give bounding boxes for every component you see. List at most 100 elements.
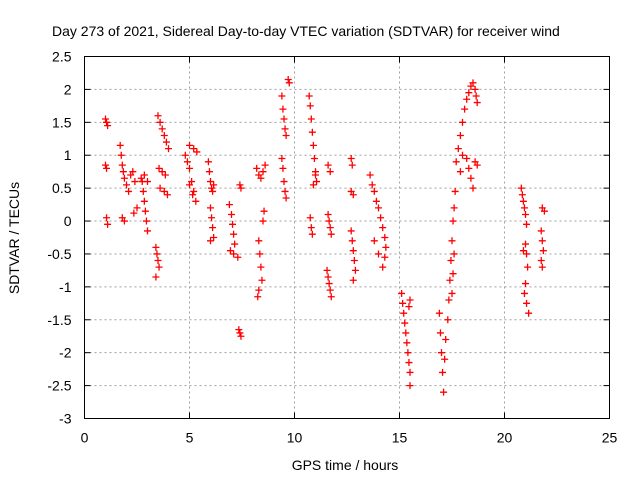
data-point	[538, 263, 546, 271]
data-point	[522, 210, 529, 218]
data-point	[519, 197, 527, 205]
data-point	[523, 299, 531, 307]
data-point	[125, 187, 133, 195]
data-point	[525, 309, 533, 317]
data-point	[119, 168, 127, 176]
plot-frame	[84, 56, 610, 419]
data-point	[281, 125, 289, 133]
data-point	[444, 316, 452, 324]
data-point	[140, 197, 148, 205]
y-tick-label: 2	[64, 81, 72, 97]
data-point	[123, 181, 130, 189]
data-point	[192, 197, 200, 205]
data-point	[537, 257, 545, 265]
data-point	[439, 368, 447, 376]
x-tick-label: 25	[602, 430, 618, 446]
data-point	[209, 224, 217, 232]
data-point	[368, 181, 376, 189]
data-point	[230, 230, 238, 238]
data-point	[255, 286, 263, 294]
data-point	[154, 112, 162, 120]
data-point	[537, 227, 545, 235]
data-point	[442, 336, 450, 344]
x-tick-label: 10	[287, 430, 303, 446]
data-point	[454, 145, 462, 153]
data-point	[381, 253, 389, 261]
y-tick-label: 2.5	[52, 49, 72, 65]
data-point	[210, 234, 218, 241]
y-tick-label: 1.5	[52, 114, 72, 130]
data-point	[326, 224, 334, 232]
data-point	[379, 224, 387, 232]
data-point	[467, 174, 475, 182]
data-point	[102, 161, 109, 169]
data-point	[282, 194, 290, 202]
data-point	[260, 207, 268, 215]
data-point	[446, 276, 454, 284]
data-point	[236, 329, 244, 337]
data-point	[254, 293, 262, 301]
data-point	[144, 227, 151, 235]
data-point	[279, 164, 287, 172]
grid-lines	[84, 56, 610, 419]
data-point	[236, 181, 244, 189]
x-tick-label: 20	[497, 430, 513, 446]
data-point	[152, 273, 160, 281]
data-point	[309, 141, 317, 149]
data-point	[448, 237, 456, 245]
data-point	[523, 250, 531, 258]
data-point	[473, 161, 481, 169]
data-point	[230, 250, 238, 258]
data-point	[280, 178, 288, 186]
data-point	[449, 217, 457, 225]
data-point	[438, 349, 445, 357]
data-point	[325, 280, 333, 288]
data-point	[116, 141, 124, 149]
data-point	[278, 92, 286, 100]
data-point	[229, 220, 237, 228]
data-point	[231, 240, 239, 248]
data-point	[351, 266, 359, 274]
data-point	[459, 151, 466, 159]
data-point	[402, 329, 410, 337]
data-point	[161, 171, 169, 179]
data-point	[463, 95, 471, 103]
data-point	[144, 178, 151, 186]
data-point	[399, 299, 407, 307]
data-point	[518, 191, 526, 199]
data-point	[261, 161, 269, 169]
data-point	[186, 141, 193, 149]
data-point	[131, 178, 139, 186]
data-point	[435, 309, 443, 317]
data-point	[160, 131, 168, 139]
data-point	[538, 237, 546, 245]
data-point	[103, 118, 111, 126]
data-point	[120, 217, 128, 225]
x-tick-label: 5	[186, 430, 194, 446]
data-point	[140, 171, 148, 179]
data-point	[405, 359, 413, 367]
data-point	[465, 164, 473, 172]
data-point	[285, 79, 293, 87]
data-point	[133, 204, 141, 212]
chart-title: Day 273 of 2021, Sidereal Day-to-day VTE…	[52, 23, 560, 39]
data-point	[524, 263, 532, 271]
data-point	[118, 161, 126, 169]
data-point	[440, 388, 448, 396]
data-point	[181, 151, 189, 159]
data-point	[313, 178, 321, 186]
data-point	[189, 191, 197, 199]
data-point	[237, 332, 245, 340]
data-point	[308, 230, 316, 238]
data-point	[405, 303, 413, 311]
data-point	[207, 204, 214, 212]
data-point	[193, 148, 201, 156]
data-point	[282, 131, 290, 139]
x-axis-title: GPS time / hours	[292, 457, 399, 473]
y-tick-label: 0	[64, 213, 72, 229]
data-point	[377, 214, 385, 222]
data-point	[324, 273, 332, 281]
data-point	[209, 187, 217, 195]
data-point	[350, 257, 358, 265]
data-point	[327, 293, 335, 301]
